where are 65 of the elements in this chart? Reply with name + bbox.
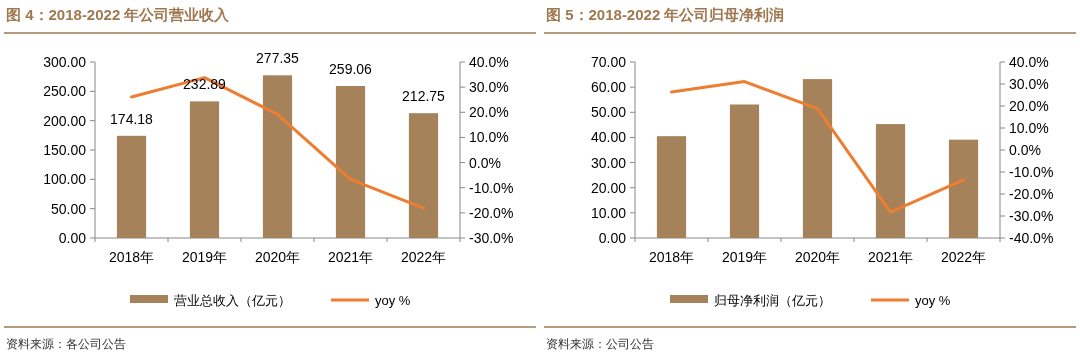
bar	[729, 104, 760, 238]
y2-tick-label: -30.0%	[469, 230, 514, 246]
bar	[656, 136, 687, 238]
y-tick-label: 30.00	[590, 154, 627, 171]
y-tick-label: 150.00	[43, 142, 87, 158]
bar	[802, 79, 833, 238]
y-tick-label: 100.00	[43, 171, 87, 188]
data-label: 212.75	[402, 88, 446, 105]
data-label: 174.18	[110, 110, 154, 127]
y2-tick-label: -20.0%	[469, 204, 514, 221]
x-tick-label: 2019年	[721, 249, 768, 265]
y2-tick-label: 30.0%	[1009, 76, 1049, 92]
line-series	[670, 80, 965, 214]
y2-tick-label: 0.0%	[469, 154, 501, 171]
y2-tick-label: 10.0%	[1009, 120, 1049, 136]
bar	[262, 75, 293, 238]
y2-tick-label: -30.0%	[1009, 208, 1054, 224]
y-tick-label: 20.00	[590, 179, 627, 196]
y2-tick-label: -20.0%	[1009, 186, 1054, 202]
text: 资料来源：公司公告	[546, 337, 654, 351]
y-tick-label: 70.00	[590, 54, 627, 70]
bar	[875, 124, 906, 238]
y-tick-label: 60.00	[590, 79, 627, 96]
legend-label: yoy %	[375, 293, 411, 308]
y-tick-label: 50.00	[50, 200, 87, 217]
y-tick-label: 250.00	[43, 83, 87, 100]
y2-tick-label: 40.0%	[1009, 54, 1049, 70]
y2-tick-label: 10.0%	[469, 129, 509, 146]
y2-tick-label: 20.0%	[469, 104, 509, 121]
x-tick-label: 2022年	[940, 249, 987, 265]
y-tick-label: 300.00	[43, 54, 87, 70]
x-tick-label: 2018年	[648, 249, 695, 265]
bar	[116, 135, 147, 238]
y-tick-label: 200.00	[43, 112, 87, 129]
y-tick-label: 10.00	[590, 204, 627, 221]
chart-title: 图 4：2018-2022 年公司营业收入	[6, 6, 231, 23]
data-label: 277.35	[256, 50, 300, 67]
y-tick-label: 50.00	[590, 104, 627, 121]
y2-tick-label: 30.0%	[469, 79, 509, 96]
y2-tick-label: -10.0%	[1009, 164, 1054, 180]
legend-label: 营业总收入（亿元）	[174, 293, 291, 308]
legend-label: yoy %	[915, 293, 951, 308]
x-tick-label: 2020年	[254, 249, 301, 265]
y2-tick-label: -40.0%	[1009, 230, 1054, 246]
y2-tick-label: 20.0%	[1009, 98, 1049, 114]
x-tick-label: 2022年	[400, 249, 447, 265]
text: 资料来源：各公司公告	[6, 337, 126, 351]
x-tick-label: 2021年	[327, 249, 374, 265]
chart-title: 图 5：2018-2022 年公司归母净利润	[546, 6, 785, 23]
x-tick-label: 2019年	[181, 249, 228, 265]
y-tick-label: 0.00	[58, 230, 87, 246]
legend-label: 归母净利润（亿元）	[714, 293, 831, 308]
bar	[408, 113, 439, 238]
y-tick-label: 0.00	[598, 230, 627, 246]
y-tick-label: 40.00	[590, 129, 627, 146]
bar	[335, 86, 366, 238]
data-label: 259.06	[329, 61, 373, 78]
bar	[189, 101, 220, 238]
x-tick-label: 2021年	[867, 249, 914, 265]
x-tick-label: 2018年	[108, 249, 155, 265]
bar	[948, 139, 979, 238]
y2-tick-label: 40.0%	[469, 54, 509, 70]
x-tick-label: 2020年	[794, 249, 841, 265]
y2-tick-label: -10.0%	[469, 179, 514, 196]
y2-tick-label: 0.0%	[1009, 142, 1041, 158]
